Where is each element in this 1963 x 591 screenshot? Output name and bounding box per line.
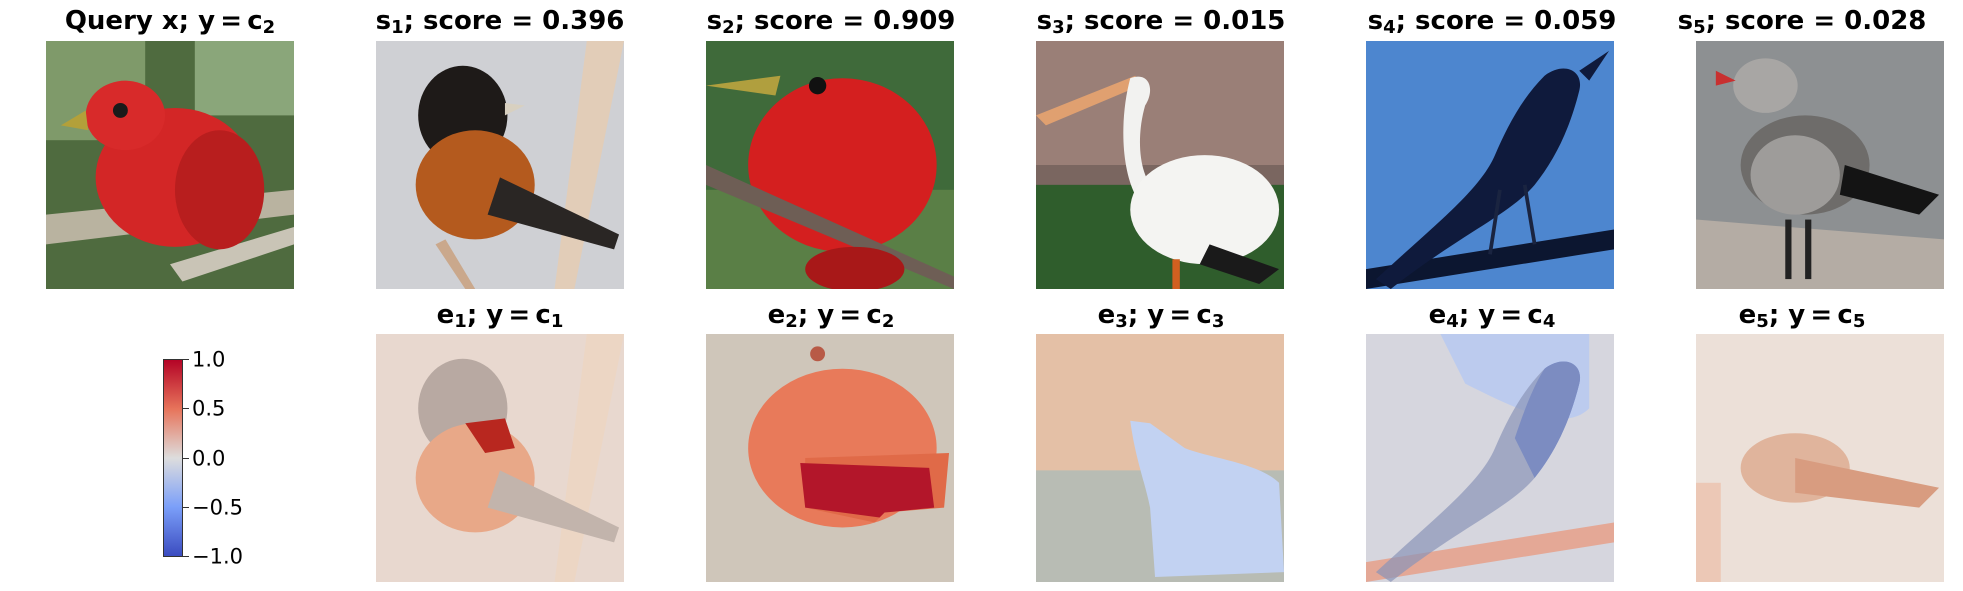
explanation-heatmap-2 (706, 334, 954, 582)
explanation-title-5: e5; y = c5 (1739, 302, 1866, 331)
sample-title-5: s5; score = 0.028 (1678, 8, 1927, 37)
colorbar-tick (183, 507, 189, 508)
colorbar-tick (183, 359, 189, 360)
colorbar-label: −1.0 (192, 547, 243, 568)
colorbar-label: 0.0 (192, 449, 225, 470)
colorbar (163, 359, 183, 557)
colorbar-tick (183, 556, 189, 557)
explanation-heatmap-4 (1366, 334, 1614, 582)
sample-image-5 (1696, 41, 1944, 289)
sample-title-3: s3; score = 0.015 (1037, 8, 1286, 37)
explanation-heatmap-5 (1696, 334, 1944, 582)
explanation-title-2: e2; y = c2 (768, 302, 895, 331)
sample-title-2: s2; score = 0.909 (707, 8, 956, 37)
explanation-heatmap-1 (376, 334, 624, 582)
explanation-heatmap-3 (1036, 334, 1284, 582)
colorbar-label: 0.5 (192, 399, 225, 420)
explanation-title-4: e4; y = c4 (1429, 302, 1556, 331)
colorbar-tick (183, 408, 189, 409)
query-image (46, 41, 294, 289)
query-title: Query x; y = c2 (65, 8, 275, 37)
sample-image-2 (706, 41, 954, 289)
sample-image-4 (1366, 41, 1614, 289)
query-title-text: Query x; y = c (65, 6, 263, 36)
sample-title-4: s4; score = 0.059 (1368, 8, 1617, 37)
colorbar-label: −0.5 (192, 498, 243, 519)
sample-title-1: s1; score = 0.396 (376, 8, 625, 37)
sample-image-1 (376, 41, 624, 289)
sample-image-3 (1036, 41, 1284, 289)
colorbar-label: 1.0 (192, 350, 225, 371)
explanation-title-1: e1; y = c1 (437, 302, 564, 331)
query-title-subscript: 2 (263, 17, 276, 38)
explanation-title-3: e3; y = c3 (1098, 302, 1225, 331)
colorbar-tick (183, 458, 189, 459)
